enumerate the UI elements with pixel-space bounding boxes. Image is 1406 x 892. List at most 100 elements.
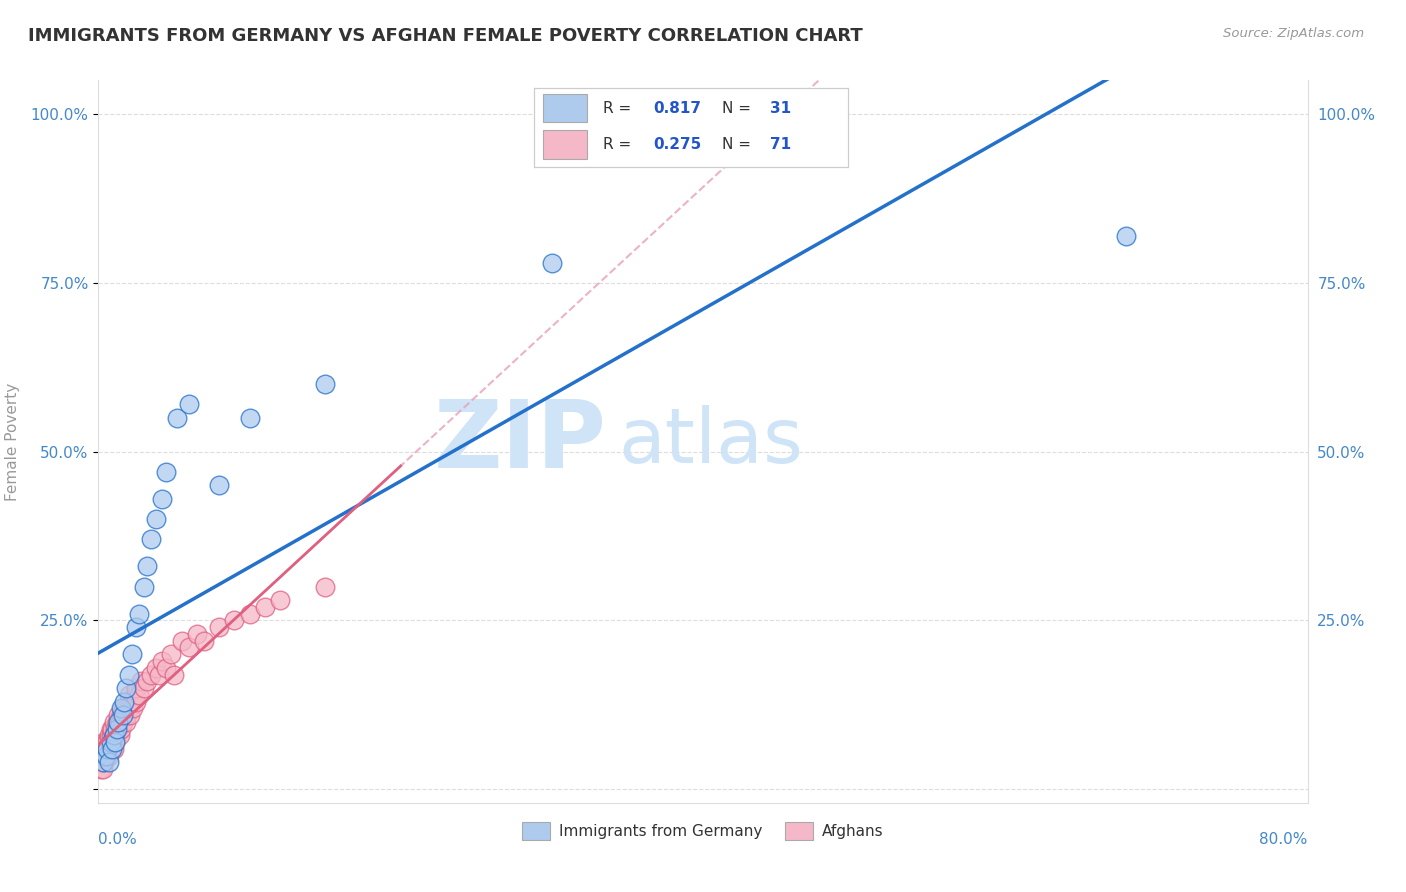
- Point: [155, 661, 177, 675]
- Point: [269, 593, 291, 607]
- Point: [104, 735, 127, 749]
- Point: [155, 465, 177, 479]
- Point: [96, 748, 118, 763]
- Point: [94, 741, 117, 756]
- Point: [96, 735, 118, 749]
- Point: [100, 735, 122, 749]
- Point: [91, 762, 114, 776]
- Point: [186, 627, 208, 641]
- Point: [94, 748, 117, 763]
- Point: [100, 728, 122, 742]
- Point: [1115, 228, 1137, 243]
- Point: [108, 714, 131, 729]
- Point: [208, 478, 231, 492]
- Text: 80.0%: 80.0%: [1260, 831, 1308, 847]
- Point: [239, 607, 262, 621]
- Point: [103, 714, 125, 729]
- Point: [132, 580, 155, 594]
- Point: [118, 688, 141, 702]
- Point: [141, 533, 163, 547]
- Point: [150, 491, 173, 506]
- Point: [118, 667, 141, 681]
- Point: [145, 661, 167, 675]
- Text: IMMIGRANTS FROM GERMANY VS AFGHAN FEMALE POVERTY CORRELATION CHART: IMMIGRANTS FROM GERMANY VS AFGHAN FEMALE…: [28, 27, 863, 45]
- Point: [224, 614, 246, 628]
- Point: [118, 701, 141, 715]
- Point: [104, 735, 127, 749]
- Point: [100, 741, 122, 756]
- Point: [105, 728, 128, 742]
- Point: [107, 714, 129, 729]
- Y-axis label: Female Poverty: Female Poverty: [4, 383, 20, 500]
- Point: [135, 559, 157, 574]
- Point: [540, 255, 562, 269]
- Point: [104, 722, 127, 736]
- Point: [111, 701, 134, 715]
- Point: [107, 722, 129, 736]
- Point: [101, 722, 124, 736]
- Point: [314, 580, 336, 594]
- Point: [148, 667, 170, 681]
- Point: [135, 674, 157, 689]
- Point: [105, 714, 128, 729]
- Point: [125, 620, 148, 634]
- Point: [111, 714, 134, 729]
- Point: [170, 633, 193, 648]
- Point: [166, 411, 188, 425]
- Point: [107, 708, 129, 723]
- Point: [100, 722, 122, 736]
- Point: [111, 708, 134, 723]
- Point: [253, 599, 276, 614]
- Point: [91, 756, 114, 770]
- Point: [94, 748, 117, 763]
- Point: [160, 647, 183, 661]
- Point: [91, 756, 114, 770]
- Point: [122, 701, 145, 715]
- Point: [98, 748, 121, 763]
- Legend: Immigrants from Germany, Afghans: Immigrants from Germany, Afghans: [516, 816, 890, 846]
- Point: [89, 756, 111, 770]
- Text: 0.0%: 0.0%: [98, 831, 138, 847]
- Point: [128, 688, 150, 702]
- Point: [239, 411, 262, 425]
- Point: [94, 735, 117, 749]
- Point: [179, 640, 201, 655]
- Point: [112, 694, 135, 708]
- Point: [93, 735, 115, 749]
- Point: [90, 762, 112, 776]
- Point: [121, 694, 143, 708]
- Point: [150, 654, 173, 668]
- Point: [125, 694, 148, 708]
- Point: [101, 735, 124, 749]
- Point: [179, 397, 201, 411]
- Point: [114, 714, 136, 729]
- Point: [112, 708, 135, 723]
- Point: [314, 377, 336, 392]
- Point: [114, 701, 136, 715]
- Point: [93, 756, 115, 770]
- Text: atlas: atlas: [619, 405, 803, 478]
- Point: [90, 748, 112, 763]
- Point: [98, 728, 121, 742]
- Point: [103, 728, 125, 742]
- Point: [108, 728, 131, 742]
- Point: [125, 681, 148, 695]
- Point: [193, 633, 215, 648]
- Point: [93, 748, 115, 763]
- Point: [128, 607, 150, 621]
- Point: [115, 708, 138, 723]
- Point: [98, 735, 121, 749]
- Point: [208, 620, 231, 634]
- Point: [114, 681, 136, 695]
- Point: [105, 722, 128, 736]
- Point: [163, 667, 186, 681]
- Point: [110, 708, 132, 723]
- Text: ZIP: ZIP: [433, 395, 606, 488]
- Point: [110, 722, 132, 736]
- Point: [145, 512, 167, 526]
- Point: [103, 741, 125, 756]
- Point: [132, 681, 155, 695]
- Point: [110, 701, 132, 715]
- Point: [91, 741, 114, 756]
- Point: [96, 741, 118, 756]
